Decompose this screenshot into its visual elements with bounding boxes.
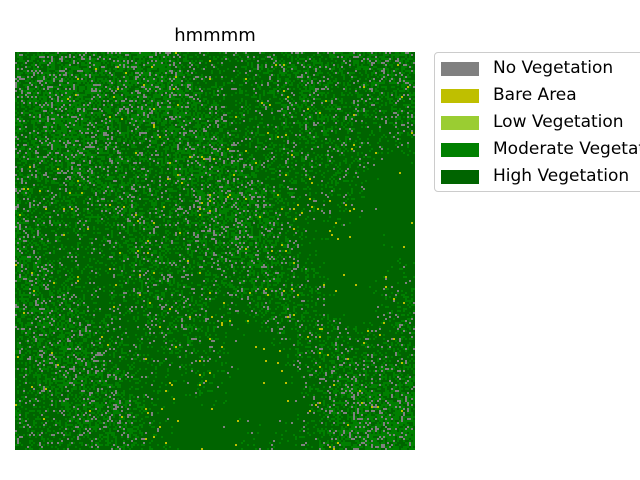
map-class-no-vegetation <box>15 52 415 450</box>
classification-map-svg <box>15 52 415 450</box>
legend-label-bare-area: Bare Area <box>493 85 577 105</box>
classification-map <box>15 52 415 450</box>
legend-swatch-bare-area <box>441 89 479 103</box>
legend-label-high-vegetation: High Vegetation <box>493 166 630 186</box>
map-class-bare-area <box>15 52 413 450</box>
legend-label-low-vegetation: Low Vegetation <box>493 112 624 132</box>
legend-swatch-moderate-vegetation <box>441 143 479 157</box>
legend-swatch-low-vegetation <box>441 116 479 130</box>
map-class-moderate-vegetation <box>15 52 415 450</box>
chart-title: hmmmm <box>174 25 256 46</box>
legend-label-moderate-vegetation: Moderate Vegetation <box>493 139 640 159</box>
legend: No Vegetation Bare Area Low Vegetation M… <box>434 52 640 192</box>
legend-swatch-no-vegetation <box>441 62 479 76</box>
legend-swatch-high-vegetation <box>441 170 479 184</box>
legend-label-no-vegetation: No Vegetation <box>493 58 614 78</box>
